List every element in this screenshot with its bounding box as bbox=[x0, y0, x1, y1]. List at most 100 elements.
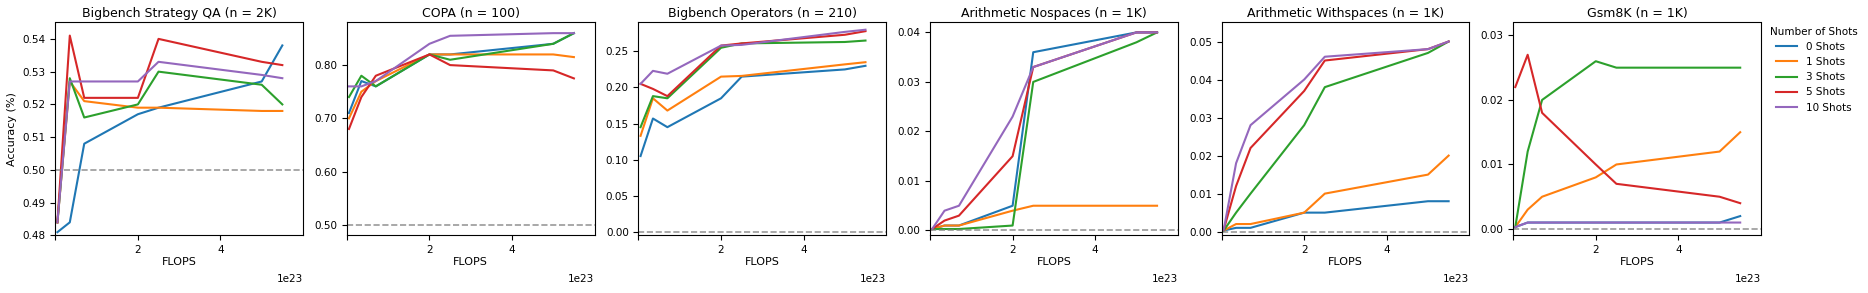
5 Shots bbox=[1125, 31, 1147, 34]
10 Shots bbox=[730, 43, 753, 47]
5 Shots bbox=[934, 219, 956, 222]
0 Shots bbox=[921, 227, 943, 231]
0 Shots bbox=[1145, 31, 1168, 34]
1 Shots bbox=[1709, 150, 1732, 153]
Line: 5 Shots: 5 Shots bbox=[1515, 55, 1741, 203]
3 Shots bbox=[1436, 40, 1459, 43]
10 Shots bbox=[364, 79, 387, 83]
1 Shots bbox=[1293, 211, 1315, 214]
Line: 10 Shots: 10 Shots bbox=[641, 30, 865, 84]
5 Shots bbox=[656, 94, 678, 98]
1 Shots bbox=[1730, 130, 1752, 134]
10 Shots bbox=[710, 44, 732, 47]
1 Shots bbox=[833, 63, 856, 66]
3 Shots bbox=[58, 76, 80, 80]
Line: 1 Shots: 1 Shots bbox=[349, 54, 573, 118]
10 Shots bbox=[1730, 221, 1752, 224]
10 Shots bbox=[127, 80, 149, 83]
5 Shots bbox=[1584, 163, 1606, 166]
Line: 3 Shots: 3 Shots bbox=[58, 72, 282, 222]
3 Shots bbox=[1709, 66, 1732, 69]
5 Shots bbox=[127, 96, 149, 100]
10 Shots bbox=[1293, 78, 1315, 81]
Title: Bigbench Strategy QA (n = 2K): Bigbench Strategy QA (n = 2K) bbox=[82, 7, 276, 20]
0 Shots bbox=[710, 96, 732, 100]
Line: 10 Shots: 10 Shots bbox=[349, 33, 573, 86]
0 Shots bbox=[1532, 221, 1554, 224]
Line: 0 Shots: 0 Shots bbox=[1224, 201, 1448, 231]
1 Shots bbox=[1504, 225, 1526, 229]
Line: 3 Shots: 3 Shots bbox=[1515, 61, 1741, 227]
0 Shots bbox=[47, 230, 69, 234]
10 Shots bbox=[1584, 221, 1606, 224]
10 Shots bbox=[73, 80, 95, 83]
0 Shots bbox=[1293, 211, 1315, 214]
Text: 1e23: 1e23 bbox=[859, 274, 885, 284]
Line: 10 Shots: 10 Shots bbox=[1224, 42, 1448, 230]
5 Shots bbox=[1212, 228, 1235, 231]
Text: 1e23: 1e23 bbox=[276, 274, 303, 284]
3 Shots bbox=[1238, 192, 1261, 195]
3 Shots bbox=[630, 125, 652, 129]
0 Shots bbox=[439, 53, 461, 56]
1 Shots bbox=[1225, 222, 1248, 226]
3 Shots bbox=[656, 96, 678, 100]
10 Shots bbox=[1709, 221, 1732, 224]
0 Shots bbox=[1212, 229, 1235, 232]
Line: 5 Shots: 5 Shots bbox=[58, 36, 282, 222]
0 Shots bbox=[418, 53, 441, 56]
10 Shots bbox=[1125, 31, 1147, 34]
0 Shots bbox=[127, 113, 149, 116]
10 Shots bbox=[47, 221, 69, 224]
1 Shots bbox=[947, 224, 969, 227]
1 Shots bbox=[562, 55, 585, 59]
10 Shots bbox=[1605, 221, 1627, 224]
5 Shots bbox=[250, 60, 273, 64]
3 Shots bbox=[1145, 31, 1168, 34]
5 Shots bbox=[338, 127, 361, 131]
3 Shots bbox=[250, 83, 273, 86]
X-axis label: FLOPS: FLOPS bbox=[1037, 257, 1072, 267]
Line: 0 Shots: 0 Shots bbox=[1515, 216, 1741, 227]
1 Shots bbox=[1022, 204, 1044, 207]
5 Shots bbox=[730, 42, 753, 45]
3 Shots bbox=[1293, 123, 1315, 127]
5 Shots bbox=[73, 96, 95, 100]
5 Shots bbox=[364, 74, 387, 77]
5 Shots bbox=[1145, 31, 1168, 34]
Title: Arithmetic Withspaces (n = 1K): Arithmetic Withspaces (n = 1K) bbox=[1248, 7, 1444, 20]
1 Shots bbox=[730, 74, 753, 78]
10 Shots bbox=[349, 85, 372, 88]
0 Shots bbox=[643, 117, 665, 120]
1 Shots bbox=[710, 75, 732, 79]
5 Shots bbox=[1532, 111, 1554, 115]
X-axis label: FLOPS: FLOPS bbox=[163, 257, 196, 267]
Legend: 0 Shots, 1 Shots, 3 Shots, 5 Shots, 10 Shots: 0 Shots, 1 Shots, 3 Shots, 5 Shots, 10 S… bbox=[1765, 23, 1862, 117]
3 Shots bbox=[833, 40, 856, 44]
Y-axis label: Accuracy (%): Accuracy (%) bbox=[7, 92, 17, 166]
5 Shots bbox=[47, 221, 69, 224]
Title: Gsm8K (n = 1K): Gsm8K (n = 1K) bbox=[1586, 7, 1687, 20]
3 Shots bbox=[1313, 85, 1336, 89]
3 Shots bbox=[364, 85, 387, 88]
5 Shots bbox=[1730, 201, 1752, 205]
1 Shots bbox=[47, 221, 69, 224]
1 Shots bbox=[1145, 204, 1168, 207]
5 Shots bbox=[58, 34, 80, 38]
1 Shots bbox=[630, 134, 652, 138]
10 Shots bbox=[1001, 115, 1024, 118]
10 Shots bbox=[271, 76, 293, 80]
1 Shots bbox=[58, 80, 80, 83]
5 Shots bbox=[1022, 65, 1044, 69]
5 Shots bbox=[1293, 89, 1315, 93]
5 Shots bbox=[271, 63, 293, 67]
3 Shots bbox=[934, 227, 956, 231]
10 Shots bbox=[58, 80, 80, 83]
3 Shots bbox=[1517, 150, 1539, 153]
10 Shots bbox=[833, 30, 856, 34]
Line: 0 Shots: 0 Shots bbox=[641, 66, 865, 156]
Line: 3 Shots: 3 Shots bbox=[1224, 42, 1448, 231]
0 Shots bbox=[148, 106, 170, 110]
10 Shots bbox=[1212, 228, 1235, 231]
5 Shots bbox=[1225, 184, 1248, 188]
